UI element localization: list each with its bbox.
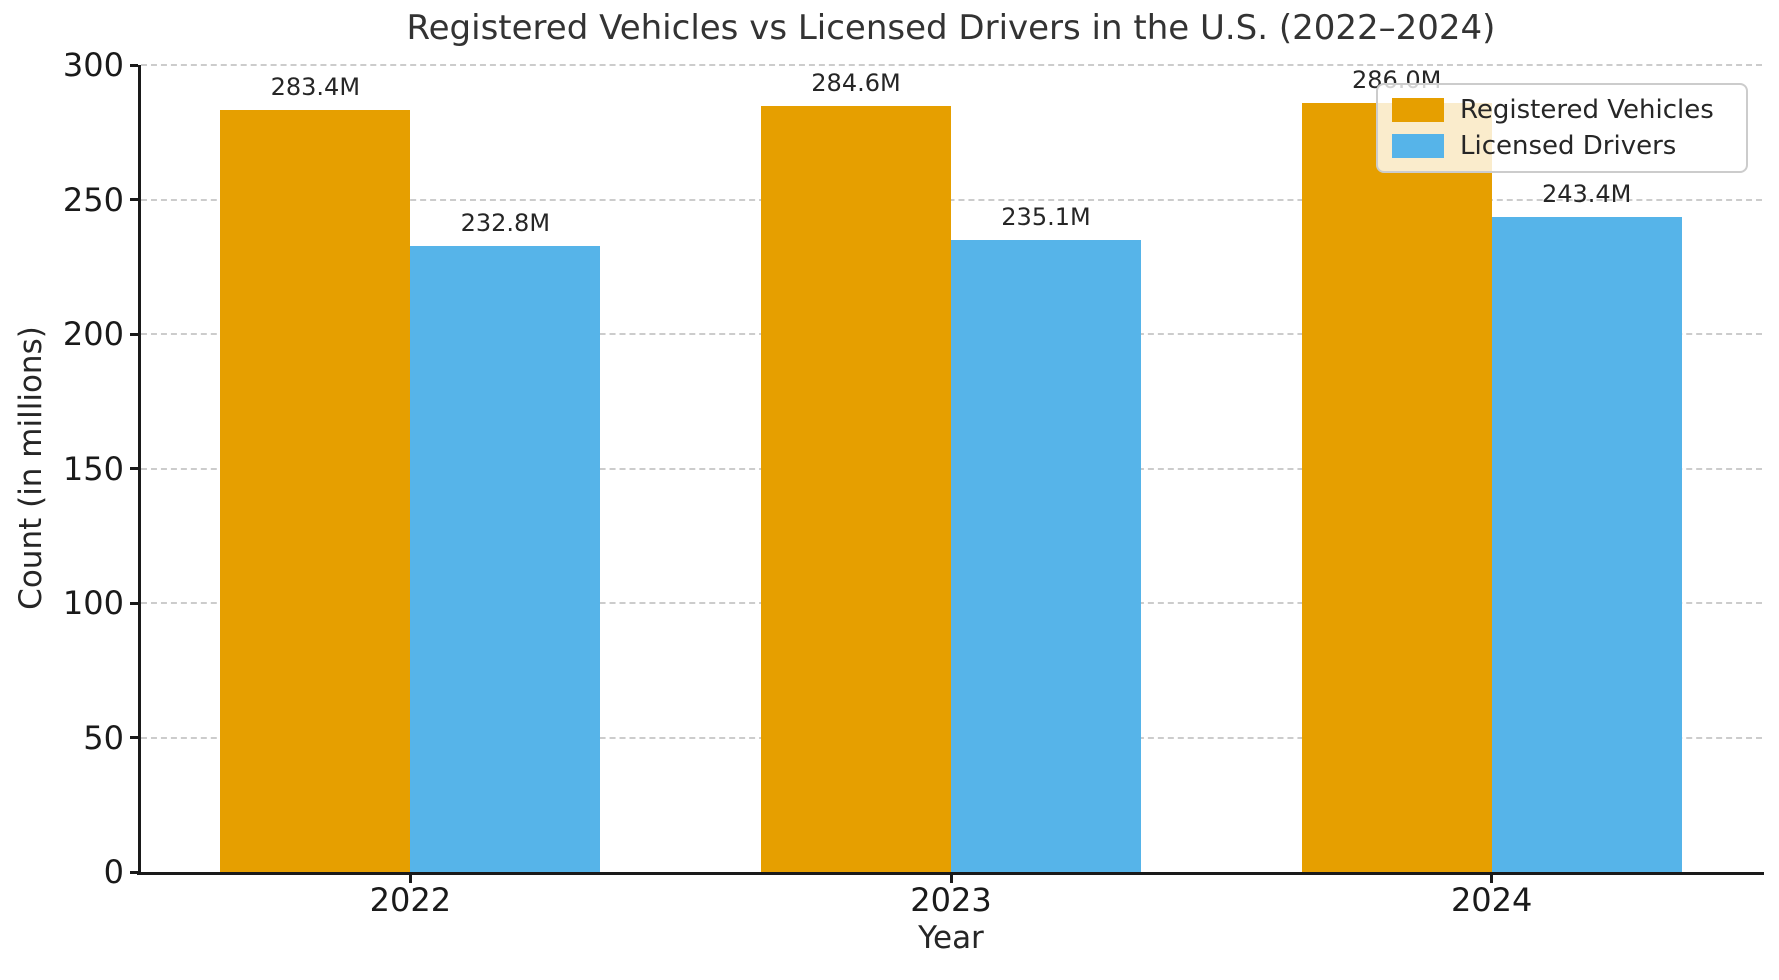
bar-licensed-drivers-2024 [1491,217,1682,872]
bar-licensed-drivers-2023 [951,239,1141,872]
y-tick-label: 0 [103,853,124,891]
gridline-300 [141,64,1762,66]
chart-title: Registered Vehicles vs Licensed Drivers … [406,8,1496,48]
y-tick-mark-0 [130,870,138,874]
y-tick-label: 200 [62,315,124,353]
legend-item: Licensed Drivers [1392,130,1732,162]
y-tick-mark-150 [130,467,138,470]
legend-label: Registered Vehicles [1460,95,1714,125]
y-tick-mark-200 [130,332,138,336]
x-tick-label: 2023 [910,881,992,919]
bar-value-label: 232.8M [460,208,551,237]
legend: Registered Vehicles Licensed Drivers [1376,83,1748,173]
y-tick-label: 100 [62,584,124,622]
y-tick-label: 150 [62,449,124,488]
bar-registered-vehicles-2022 [220,109,411,872]
x-tick-mark-2023 [949,875,953,883]
x-tick-mark-2024 [1490,875,1494,883]
y-tick-mark-50 [130,736,138,739]
bar-registered-vehicles-2023 [761,106,951,872]
bar-value-label: 235.1M [1001,202,1091,231]
x-axis-label: Year [918,920,984,956]
bar-value-label: 284.6M [811,69,901,98]
x-tick-mark-2022 [408,875,412,883]
bar-value-label: 243.4M [1541,180,1632,209]
legend-label: Licensed Drivers [1460,131,1677,161]
y-tick-mark-300 [130,63,138,67]
y-tick-label: 50 [83,718,124,757]
y-tick-label: 300 [62,46,124,84]
bar-registered-vehicles-2024 [1301,102,1492,872]
x-tick-label: 2022 [369,881,452,919]
legend-swatch-icon [1392,134,1444,158]
x-axis-spine [137,872,1764,875]
bar-licensed-drivers-2022 [410,245,601,872]
y-axis-spine [138,65,141,875]
gridline-250 [141,198,1762,201]
y-tick-label: 250 [62,180,124,219]
y-tick-mark-250 [130,198,138,201]
bar-value-label: 283.4M [270,72,361,101]
x-tick-label: 2024 [1450,881,1533,919]
legend-item: Registered Vehicles [1392,94,1732,126]
legend-swatch-icon [1392,98,1444,122]
y-tick-mark-100 [130,601,138,605]
